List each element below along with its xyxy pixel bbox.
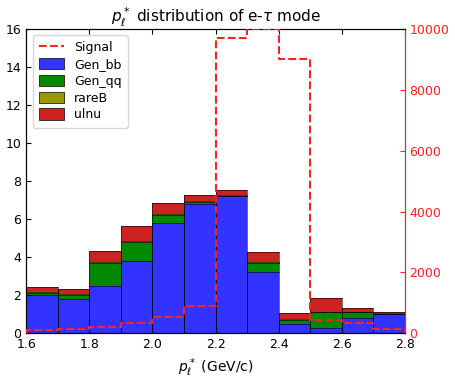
Title: $p_\ell^*$ distribution of e-$\tau$ mode: $p_\ell^*$ distribution of e-$\tau$ mode xyxy=(111,5,320,29)
Legend: Signal, Gen_bb, Gen_qq, rareB, ulnu: Signal, Gen_bb, Gen_qq, rareB, ulnu xyxy=(33,35,128,127)
X-axis label: $p_\ell^*$ (GeV/c): $p_\ell^*$ (GeV/c) xyxy=(178,357,253,380)
